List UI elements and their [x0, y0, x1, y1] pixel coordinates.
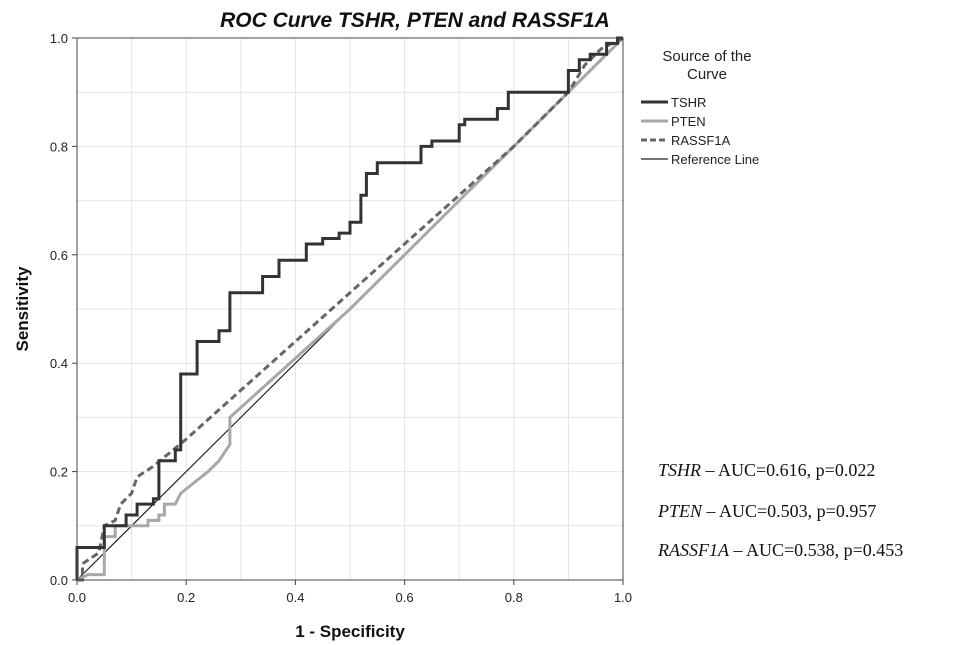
y-tick-label: 0.6 — [50, 248, 68, 263]
series-line-pten — [76, 36, 625, 582]
y-axis-ticks: 0.0 0.2 0.4 0.6 0.8 1.0 — [50, 31, 77, 588]
legend-title-line2: Curve — [687, 66, 727, 83]
y-tick-label: 0.2 — [50, 465, 68, 480]
series-line-rassf1a — [77, 36, 624, 582]
annotation-tshr-gene: TSHR — [658, 460, 702, 480]
legend: Source of the Curve TSHR PTEN RASSF1A Refer… — [641, 48, 759, 167]
annotation-tshr-text: – AUC=0.616, p=0.022 — [701, 460, 876, 480]
y-tick-label: 0.0 — [50, 573, 68, 588]
x-axis-label: 1 - Specificity — [295, 622, 405, 641]
y-tick-label: 1.0 — [50, 31, 68, 46]
legend-label: TSHR — [671, 95, 706, 110]
legend-label: Reference Line — [671, 152, 759, 167]
plot-frame — [76, 37, 624, 581]
y-tick-label: 0.8 — [50, 139, 68, 154]
annotation-rassf1a-gene: RASSF1A — [658, 540, 729, 560]
curves — [75, 36, 625, 582]
y-tick-label: 0.4 — [50, 356, 68, 371]
x-tick-label: 0.2 — [177, 590, 195, 605]
annotation-tshr: TSHR – AUC=0.616, p=0.022 — [658, 460, 875, 481]
x-tick-label: 0.8 — [505, 590, 523, 605]
x-tick-label: 1.0 — [614, 590, 632, 605]
legend-label: RASSF1A — [671, 133, 731, 148]
annotation-rassf1a-text: – AUC=0.538, p=0.453 — [728, 540, 904, 560]
chart-title: ROC Curve TSHR, PTEN and RASSF1A — [220, 9, 610, 32]
x-axis-ticks: 0.0 0.2 0.4 0.6 0.8 1.0 — [68, 580, 632, 605]
x-tick-label: 0.4 — [286, 590, 304, 605]
y-axis-label: Sensitivity — [13, 266, 32, 352]
annotation-rassf1a: RASSF1A – AUC=0.538, p=0.453 — [658, 540, 903, 561]
legend-title-line1: Source of the — [662, 48, 751, 65]
x-tick-label: 0.0 — [68, 590, 86, 605]
legend-entries: TSHR PTEN RASSF1A Reference Line — [641, 95, 759, 167]
series-line-tshr — [75, 36, 623, 580]
annotation-pten-text: – AUC=0.503, p=0.957 — [702, 501, 877, 521]
legend-label: PTEN — [671, 114, 706, 129]
x-tick-label: 0.6 — [396, 590, 414, 605]
annotation-pten: PTEN – AUC=0.503, p=0.957 — [658, 501, 876, 522]
annotation-pten-gene: PTEN — [658, 501, 703, 521]
